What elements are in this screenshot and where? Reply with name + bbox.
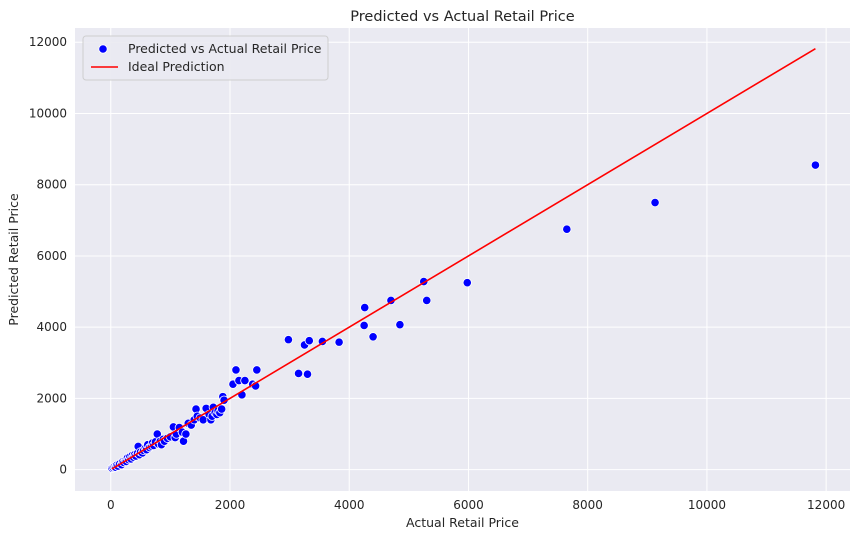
scatter-point — [359, 320, 369, 330]
series-layer — [107, 47, 821, 473]
y-tick-label: 2000 — [36, 391, 67, 405]
x-tick-label: 2000 — [215, 498, 246, 512]
scatter-point — [462, 278, 472, 288]
y-tick-label: 0 — [59, 463, 67, 477]
x-tick-label: 8000 — [572, 498, 603, 512]
scatter-point — [562, 224, 572, 234]
legend-marker-scatter — [98, 44, 108, 54]
y-tick-label: 12000 — [29, 35, 67, 49]
x-tick-label: 12000 — [807, 498, 845, 512]
scatter-point — [360, 302, 370, 313]
y-tick-label: 4000 — [36, 320, 67, 334]
chart-title: Predicted vs Actual Retail Price — [350, 9, 574, 25]
scatter-point — [217, 404, 227, 414]
y-tick-label: 10000 — [29, 106, 67, 120]
x-tick-label: 4000 — [334, 498, 365, 512]
y-tick-label: 8000 — [36, 178, 67, 192]
legend: Predicted vs Actual Retail Price Ideal P… — [82, 35, 329, 81]
grid — [75, 28, 850, 491]
scatter-point — [252, 365, 262, 375]
scatter-point — [304, 336, 314, 346]
legend-label-scatter: Predicted vs Actual Retail Price — [128, 41, 322, 56]
y-axis-ticks: 0 2000 4000 6000 8000 10000 12000 — [29, 35, 67, 476]
scatter-point — [283, 335, 294, 345]
scatter-point — [368, 332, 378, 342]
scatter-point — [334, 337, 344, 347]
x-tick-label: 10000 — [688, 498, 726, 512]
scatter-point — [240, 375, 250, 386]
x-tick-label: 6000 — [453, 498, 484, 512]
scatter-point — [302, 369, 313, 379]
scatter-point — [395, 320, 405, 330]
legend-box — [82, 35, 329, 81]
x-axis-title: Actual Retail Price — [406, 515, 519, 530]
scatter-point — [422, 295, 432, 306]
scatter-point — [810, 160, 821, 170]
x-axis-ticks: 0 2000 4000 6000 8000 10000 12000 — [107, 498, 845, 512]
scatter-point — [650, 197, 660, 208]
y-tick-label: 6000 — [36, 249, 67, 263]
scatter-point — [181, 429, 191, 439]
scatter-point — [231, 365, 241, 375]
legend-label-line: Ideal Prediction — [128, 59, 225, 74]
ideal-prediction-line — [111, 47, 816, 470]
scatter-point — [293, 368, 304, 379]
x-tick-label: 0 — [107, 498, 115, 512]
y-axis-title: Predicted Retail Price — [6, 193, 21, 326]
